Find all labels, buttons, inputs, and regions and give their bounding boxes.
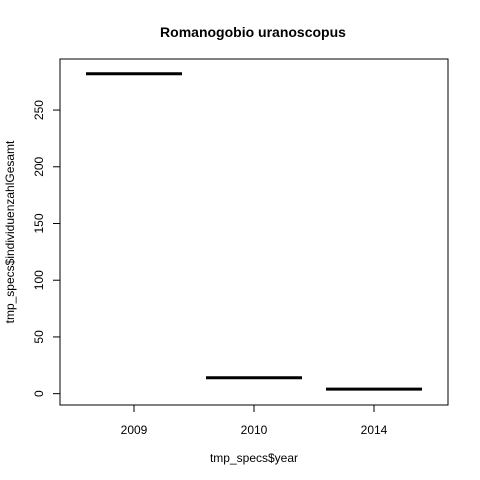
chart-title: Romanogobio uranoscopus <box>160 24 346 40</box>
y-axis-label: tmp_specs$individuenzahlGesamt <box>3 140 17 323</box>
y-tick-label: 50 <box>32 330 46 344</box>
x-axis: 2009 2010 2014 <box>121 405 388 437</box>
y-tick-label: 200 <box>32 156 46 176</box>
x-tick-label: 2009 <box>121 423 148 437</box>
y-tick-label: 100 <box>32 270 46 290</box>
x-axis-label: tmp_specs$year <box>210 451 298 465</box>
y-tick-label: 0 <box>32 390 46 397</box>
y-tick-label: 150 <box>32 213 46 233</box>
plot-frame <box>59 58 449 406</box>
x-tick-label: 2010 <box>241 423 268 437</box>
y-tick-label: 250 <box>32 100 46 120</box>
data-marks <box>86 72 422 391</box>
x-tick-label: 2014 <box>361 423 388 437</box>
y-axis: 0 50 100 150 200 250 <box>32 100 60 397</box>
